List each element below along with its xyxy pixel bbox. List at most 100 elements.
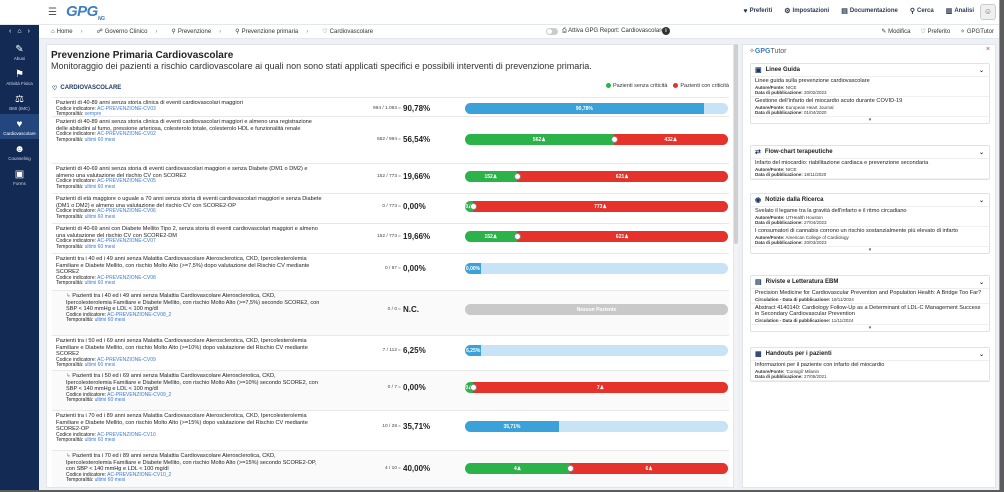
- progress-bar[interactable]: 90,78%: [465, 103, 728, 114]
- code-value[interactable]: AC-PREVENZIONE-CV09_2: [107, 391, 172, 398]
- indicator-row[interactable]: Pazienti di età maggiore o uguale a 70 a…: [52, 193, 729, 223]
- indicator-row[interactable]: Pazienti di 40-69 anni senza storia di e…: [52, 163, 729, 193]
- code-value[interactable]: AC-PREVENZIONE-CV10: [97, 431, 156, 438]
- main-scrollbar[interactable]: [734, 44, 738, 488]
- breadcrumb-home[interactable]: ⌂ Home: [51, 28, 73, 35]
- code-value[interactable]: AC-PREVENZIONE-CV08: [97, 274, 156, 281]
- tutor-item[interactable]: Precision Medicine for Cardiovascular Pr…: [751, 289, 989, 304]
- indicator-row[interactable]: ↳ Pazienti tra i 70 ed i 89 anni senza M…: [52, 450, 729, 487]
- progress-bar[interactable]: 152 ♟ 621 ♟: [465, 231, 728, 242]
- code-value[interactable]: AC-PREVENZIONE-CV03: [97, 105, 156, 112]
- preferito-button[interactable]: ♡ Preferito: [920, 29, 951, 35]
- cerca-link[interactable]: ⚲ Cerca: [909, 8, 934, 15]
- progress-bar[interactable]: 152 ♟ 621 ♟: [465, 171, 728, 182]
- modifica-button[interactable]: ✎ Modifica: [881, 29, 911, 35]
- breadcrumb-cardio[interactable]: ♡ Cardiovascolare: [322, 28, 374, 36]
- tutor-item-date: Data di pubblicazione: 20/03/2023: [755, 240, 985, 245]
- tutor-item[interactable]: Informazioni per il paziente con infarto…: [751, 361, 989, 382]
- code-value[interactable]: AC-PREVENZIONE-CV05: [97, 178, 156, 185]
- indicator-row[interactable]: ↳ Pazienti tra i 40 ed i 49 anni senza M…: [52, 290, 729, 335]
- show-more-icon[interactable]: ▾: [868, 247, 872, 254]
- split-handle[interactable]: [513, 233, 521, 240]
- indicator-row[interactable]: Pazienti tra i 40 ed i 49 anni senza Mal…: [52, 253, 729, 290]
- user-avatar[interactable]: ☺: [980, 4, 996, 20]
- gpgtutor-button[interactable]: ✧ GPGTutor: [960, 29, 994, 35]
- date-label: Data di pubblicazione:: [755, 171, 803, 177]
- tutor-section-header[interactable]: ◉ Notizie dalla Ricerca ⌄: [751, 194, 989, 207]
- documentazione-link[interactable]: ▤ Documentazione: [841, 8, 898, 15]
- preferiti-link[interactable]: ♥ Preferiti: [743, 7, 773, 15]
- split-handle[interactable]: [610, 136, 618, 143]
- code-value[interactable]: AC-PREVENZIONE-CV09: [97, 356, 156, 363]
- breadcrumb-prevenzione[interactable]: ⚲ Prevenzione: [171, 28, 212, 36]
- people-icon: ♟: [624, 233, 629, 240]
- chevron-down-icon[interactable]: ⌄: [978, 279, 984, 286]
- code-value[interactable]: AC-PREVENZIONE-CV10_2: [107, 471, 172, 478]
- split-handle[interactable]: [470, 384, 477, 391]
- sidebar-item-counseling[interactable]: ☻ Counseling: [0, 139, 39, 164]
- code-value[interactable]: AC-PREVENZIONE-CV06: [97, 208, 156, 215]
- tutor-section-header[interactable]: ▣ Linee Guida ⌄: [751, 64, 989, 77]
- tutor-item[interactable]: Abstract 4140140: Cardiology Follow-Up a…: [751, 304, 989, 326]
- chevron-down-icon[interactable]: ⌄: [978, 197, 984, 204]
- sidebar-item-forms[interactable]: ▣ Forms: [0, 164, 39, 189]
- impostazioni-link[interactable]: ⚙ Impostazioni: [784, 8, 830, 15]
- progress-bar[interactable]: 4 ♟ 6 ♟: [465, 463, 728, 474]
- sidebar-item-abusi[interactable]: ✎ Abusi: [0, 39, 39, 64]
- breadcrumb-governo[interactable]: ☍ Governo Clinico: [96, 28, 148, 36]
- chevron-down-icon[interactable]: ⌄: [978, 351, 984, 358]
- sidebar-item-cardiovascolare[interactable]: ♥ Cardiovascolare: [0, 114, 39, 139]
- tutor-item[interactable]: I consumatori di cannabis corrono un ris…: [751, 227, 989, 248]
- search-icon: ⚲: [909, 8, 915, 15]
- logo[interactable]: GPGNG: [66, 3, 105, 22]
- show-more-icon[interactable]: ▾: [868, 325, 872, 332]
- tutor-section-title: Riviste e Letteratura EBM: [765, 279, 839, 285]
- progress-bar[interactable]: 562 ♟ 432 ♟: [465, 134, 728, 145]
- progress-bar[interactable]: 6,25%: [465, 345, 728, 356]
- split-handle[interactable]: [567, 465, 575, 472]
- chevron-down-icon[interactable]: ⌄: [978, 67, 984, 74]
- split-handle[interactable]: [513, 173, 521, 180]
- info-icon[interactable]: i: [662, 27, 670, 35]
- progress-bar[interactable]: 0 ♟773 ♟: [465, 201, 728, 212]
- tutor-section-header[interactable]: ▦ Handouts per i pazienti ⌄: [751, 348, 989, 361]
- indicator-row[interactable]: Pazienti di 40-69 anni con Diabete Melli…: [52, 223, 729, 253]
- analisi-link[interactable]: ▥ Analisi: [945, 8, 974, 15]
- progress-bar[interactable]: 0 ♟7 ♟: [465, 382, 728, 393]
- indicator-row[interactable]: ↳ Pazienti tra i 50 ed i 69 anni senza M…: [52, 370, 729, 410]
- progress-bar[interactable]: 0,00%: [465, 263, 728, 274]
- chevron-down-icon[interactable]: ⌄: [978, 149, 984, 156]
- indicator-row[interactable]: Pazienti tra i 50 ed i 69 anni senza Mal…: [52, 335, 729, 370]
- tutor-item[interactable]: Svelato il legame tra la gravità dell'in…: [751, 207, 989, 228]
- progress-bar[interactable]: Nessun Paziente: [465, 304, 728, 315]
- sidebar-item-bmi[interactable]: ⚖ BMI (IMC): [0, 89, 39, 114]
- split-handle[interactable]: [470, 203, 477, 210]
- tutor-section-header[interactable]: ⇄ Flow-chart terapeutiche ⌄: [751, 146, 989, 159]
- indicator-row[interactable]: Pazienti di 40-89 anni senza storia clin…: [52, 97, 729, 117]
- code-value[interactable]: AC-PREVENZIONE-CV08_2: [107, 311, 172, 318]
- tutor-item[interactable]: Linee guida sulla prevenzione cardiovasc…: [751, 77, 989, 98]
- tutor-item[interactable]: Gestione dell'infarto del miocardio acut…: [751, 97, 989, 118]
- hamburger-menu-icon[interactable]: ☰: [48, 7, 57, 18]
- tutor-section-header[interactable]: ▤ Riviste e Letteratura EBM ⌄: [751, 276, 989, 289]
- sidebar-item-attivita-fisica[interactable]: ⚑ Attività Fisica: [0, 64, 39, 89]
- indicator-row[interactable]: Pazienti tra i 70 ed i 89 anni senza Mal…: [52, 410, 729, 450]
- top-bar: ☰ GPGNG ♥ Preferiti ⚙ Impostazioni ▤ Docume…: [0, 0, 999, 25]
- forward-icon[interactable]: ›: [27, 28, 30, 35]
- breadcrumb-primaria[interactable]: ⚲ Prevenzione primaria: [235, 28, 299, 36]
- tutor-item-title: I consumatori di cannabis corrono un ris…: [755, 228, 959, 235]
- indicator-row[interactable]: Pazienti di 40-89 anni senza storia clin…: [52, 116, 729, 163]
- news-icon: ◉: [755, 197, 762, 204]
- equals-sign: =: [398, 266, 401, 271]
- progress-bar[interactable]: 35,71%: [465, 421, 728, 432]
- tutor-item[interactable]: Infarto del miocardio: riabilitazione ca…: [751, 159, 989, 180]
- code-value[interactable]: AC-PREVENZIONE-CV02: [97, 131, 156, 138]
- code-value[interactable]: AC-PREVENZIONE-CV07: [97, 238, 156, 245]
- home-icon[interactable]: ⌂: [17, 28, 22, 35]
- back-icon[interactable]: ‹: [9, 28, 12, 35]
- close-icon[interactable]: ×: [985, 46, 990, 53]
- scrollbar-thumb[interactable]: [734, 44, 738, 244]
- time-label: Temporalità:: [66, 317, 94, 324]
- show-more-icon[interactable]: ▾: [868, 117, 872, 124]
- report-toggle[interactable]: [546, 28, 558, 35]
